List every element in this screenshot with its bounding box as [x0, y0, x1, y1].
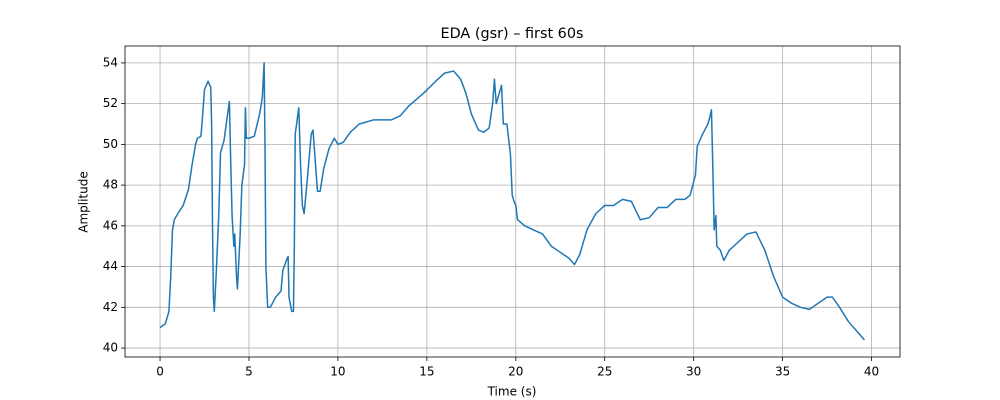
y-tick-label: 44 [103, 259, 118, 273]
x-tick-label: 30 [686, 365, 701, 379]
data-line [159, 62, 865, 341]
y-tick-label: 50 [103, 137, 118, 151]
x-tick-label: 10 [330, 365, 345, 379]
x-tick-label: 35 [775, 365, 790, 379]
y-tick-label: 52 [103, 96, 118, 110]
plot-frame [124, 45, 901, 358]
y-tick-label: 40 [103, 341, 118, 355]
x-tick-label: 20 [508, 365, 523, 379]
y-tick-label: 46 [103, 218, 118, 232]
y-tick-label: 54 [103, 55, 118, 69]
x-tick-label: 40 [864, 365, 879, 379]
x-tick-label: 15 [419, 365, 434, 379]
y-tick-label: 42 [103, 300, 118, 314]
x-tick-label: 25 [597, 365, 612, 379]
chart-title: EDA (gsr) – first 60s [441, 26, 584, 42]
x-tick-label: 0 [156, 365, 164, 379]
y-tick-label: 48 [103, 178, 118, 192]
y-axis-label: Amplitude [77, 171, 91, 233]
x-axis-label: Time (s) [487, 385, 537, 399]
x-tick-label: 5 [245, 365, 253, 379]
